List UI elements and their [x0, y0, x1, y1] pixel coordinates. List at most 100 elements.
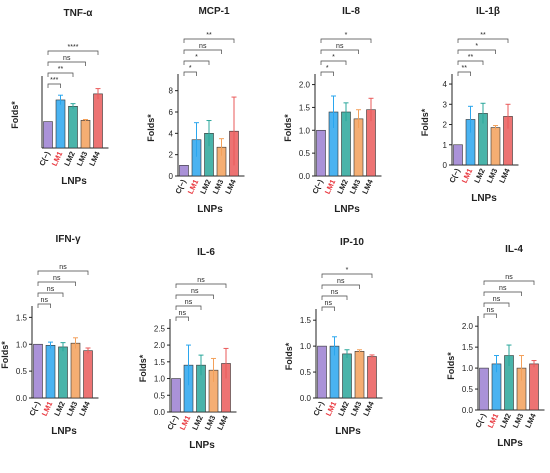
significance-bracket: [47, 61, 86, 66]
significance-bracket: [175, 305, 202, 310]
significance-label: *: [475, 43, 478, 50]
y-tick-label: 2.5: [154, 324, 166, 333]
category-label: LM3: [211, 178, 225, 195]
y-tick-label: 8: [169, 87, 174, 96]
category-label: LM4: [223, 177, 238, 195]
panel-il-1-: IL-1β01234Folds*C(−)LM1LM2LM3LM4LNPs****…: [420, 6, 519, 204]
y-axis-label: Folds*: [446, 352, 456, 380]
significance-bracket: [183, 71, 197, 76]
category-label: LM1: [324, 400, 338, 417]
chart-title: IL-6: [197, 247, 215, 258]
significance-label: ns: [53, 275, 61, 282]
x-axis-label: LNPs: [61, 176, 87, 187]
y-tick-label: 1.0: [462, 364, 474, 373]
significance-bracket: [321, 273, 373, 278]
y-tick-label: 0.0: [299, 172, 311, 181]
y-axis-label: Folds*: [0, 341, 10, 369]
bar: [316, 129, 326, 177]
y-tick-label: 2: [443, 121, 448, 130]
bar: [55, 99, 66, 149]
significance-bracket: [37, 303, 51, 308]
y-axis-label: Folds*: [283, 114, 293, 142]
chart-title: MCP-1: [198, 6, 230, 17]
significance-label: ****: [68, 44, 79, 51]
category-label: LM3: [349, 400, 363, 417]
significance-label: ns: [41, 297, 49, 304]
significance-label: *: [346, 267, 349, 274]
category-label: LM4: [77, 399, 92, 417]
significance-label: ns: [336, 43, 344, 50]
y-tick-label: 0.5: [300, 368, 312, 377]
bar: [80, 119, 91, 149]
panel-tnf-: TNF-αFolds*C(−)LM1LM2LM3LM4LNPs*****ns**…: [10, 8, 109, 187]
significance-label: **: [468, 54, 474, 61]
y-tick-label: 0.5: [154, 391, 166, 400]
significance-label: ns: [505, 274, 513, 281]
significance-bracket: [483, 313, 497, 318]
panel-il-6: IL-60.00.51.01.52.02.5Folds*C(−)LM1LM2LM…: [138, 247, 237, 451]
category-label: LM2: [335, 178, 349, 195]
bar: [45, 345, 56, 399]
significance-bracket: [175, 316, 189, 321]
y-tick-label: 1.5: [299, 103, 311, 112]
category-label: LM2: [498, 412, 512, 429]
bar: [58, 346, 68, 399]
panel-il-4: IL-40.00.51.01.52.0Folds*C(−)LM1LM2LM3LM…: [446, 244, 545, 449]
y-tick-label: 0.5: [299, 149, 311, 158]
significance-bracket: [175, 283, 227, 288]
category-label: LM4: [87, 149, 102, 167]
significance-label: *: [326, 65, 329, 72]
y-tick-label: 4: [169, 129, 174, 138]
significance-bracket: [321, 284, 360, 289]
bar: [367, 356, 377, 399]
chart-title: IFN-γ: [56, 234, 81, 245]
y-tick-label: 0: [169, 172, 174, 181]
chart-title: TNF-α: [64, 8, 94, 19]
panel-ip-10: IP-100.00.51.01.5Folds*C(−)LM1LM2LM3LM4L…: [284, 237, 383, 437]
significance-label: **: [58, 66, 64, 73]
category-label: LM2: [190, 414, 204, 431]
chart-title: IP-10: [340, 237, 364, 248]
bar: [490, 127, 501, 166]
category-label: LM4: [215, 413, 230, 431]
significance-bracket: [483, 291, 522, 296]
category-label: LM3: [65, 400, 79, 417]
significance-bracket: [457, 49, 496, 54]
category-label: LM4: [360, 177, 375, 195]
y-tick-label: 2.0: [462, 322, 474, 331]
y-tick-label: 1.5: [16, 313, 28, 322]
category-label: LM1: [323, 178, 337, 195]
significance-label: ns: [185, 299, 193, 306]
y-tick-label: 1: [443, 141, 448, 150]
bar: [354, 351, 365, 399]
bar: [33, 343, 43, 399]
significance-bracket: [47, 83, 61, 88]
category-label: LM4: [361, 399, 376, 417]
category-label: LM1: [40, 400, 54, 417]
y-tick-label: 2.0: [154, 341, 166, 350]
significance-label: ns: [493, 296, 501, 303]
significance-label: ns: [59, 264, 67, 271]
category-label: LM2: [62, 150, 76, 167]
x-axis-label: LNPs: [334, 204, 360, 215]
significance-bracket: [47, 50, 99, 55]
category-label: LM3: [348, 178, 362, 195]
x-axis-label: LNPs: [51, 426, 77, 437]
significance-label: ns: [179, 310, 187, 317]
y-tick-label: 0.0: [300, 394, 312, 403]
significance-bracket: [457, 38, 509, 43]
y-tick-label: 1.0: [154, 375, 166, 384]
bar: [529, 363, 539, 411]
bar: [70, 342, 81, 399]
significance-bracket: [37, 292, 64, 297]
significance-label: ns: [63, 55, 71, 62]
y-tick-label: 0.5: [462, 385, 474, 394]
category-label: LM3: [203, 414, 217, 431]
category-label: LM1: [486, 412, 500, 429]
significance-label: ns: [331, 289, 339, 296]
panel-ifn-: IFN-γ0.00.51.01.5Folds*C(−)LM1LM2LM3LM4L…: [0, 234, 99, 437]
x-axis-label: LNPs: [335, 426, 361, 437]
significance-label: ***: [50, 77, 58, 84]
y-tick-label: 0.0: [16, 394, 28, 403]
